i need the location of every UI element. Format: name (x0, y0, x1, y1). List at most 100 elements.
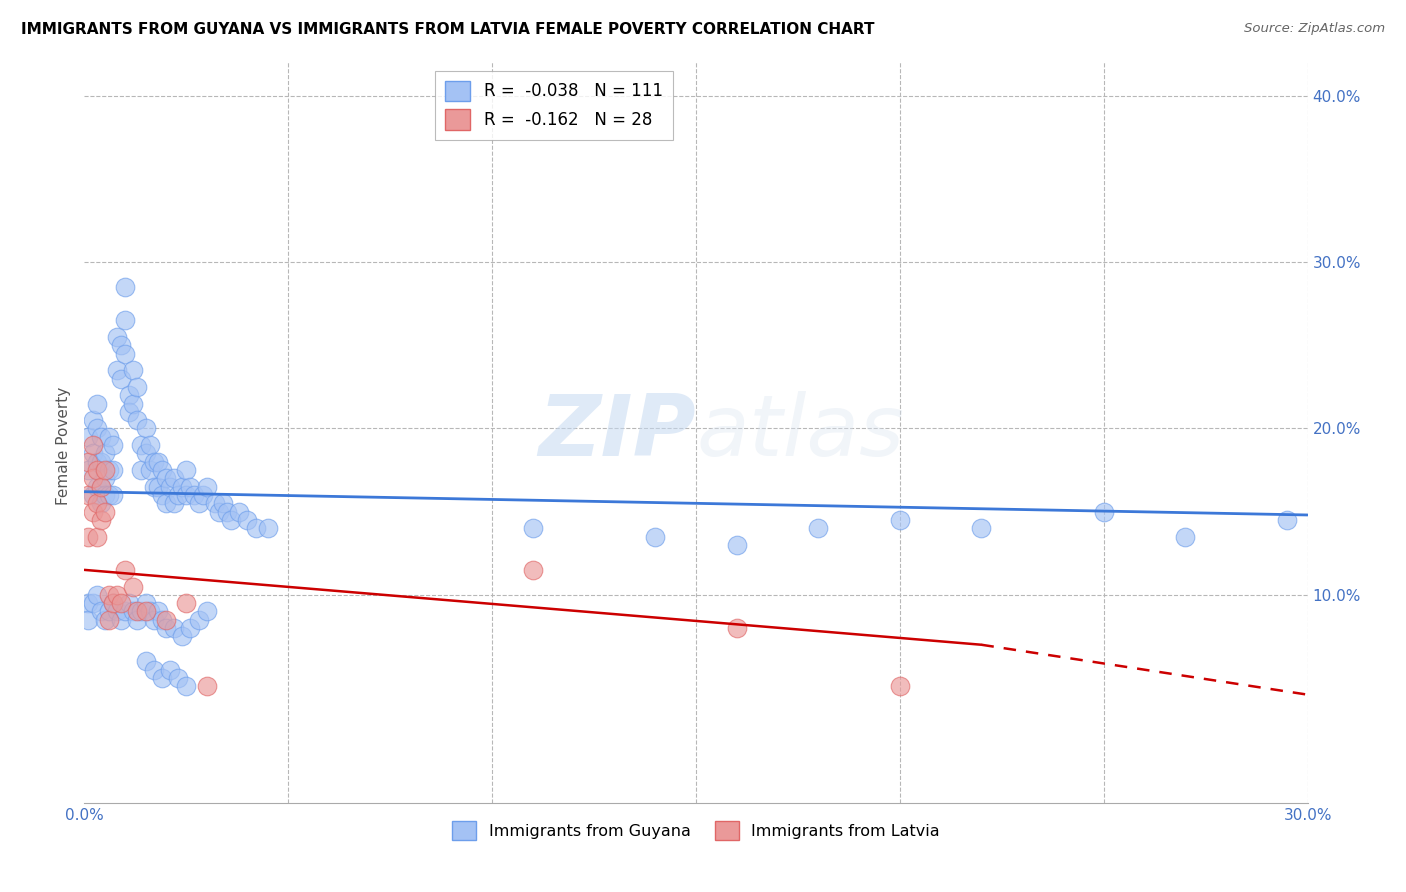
Point (90, 455, 112, 469)
Point (155, 621, 177, 635)
Point (174, 596, 197, 610)
Point (1092, 505, 1115, 519)
Point (155, 613, 177, 627)
Point (110, 371, 132, 385)
Point (122, 396, 145, 410)
Point (970, 521, 993, 535)
Point (179, 480, 201, 494)
Point (644, 530, 666, 544)
Point (86, 496, 108, 510)
Point (90, 480, 112, 494)
Point (122, 605, 145, 619)
Point (97, 588, 120, 602)
Point (138, 605, 160, 619)
Point (118, 405, 141, 419)
Point (105, 330, 128, 344)
Point (127, 613, 149, 627)
Point (105, 588, 128, 602)
Point (101, 596, 124, 610)
Point (146, 480, 169, 494)
Point (167, 488, 190, 502)
Point (101, 438, 124, 452)
Point (725, 621, 748, 635)
Point (86, 480, 108, 494)
Point (93, 463, 115, 477)
Point (236, 513, 259, 527)
Point (82, 471, 104, 485)
Point (82, 413, 104, 427)
Point (131, 463, 153, 477)
Point (122, 363, 145, 377)
Point (77, 613, 100, 627)
Point (93, 488, 115, 502)
Point (163, 496, 186, 510)
Point (131, 438, 153, 452)
Point (183, 488, 205, 502)
Point (1174, 530, 1197, 544)
Point (97, 430, 120, 444)
Point (122, 580, 145, 594)
Point (174, 679, 197, 693)
Point (138, 438, 160, 452)
Point (86, 463, 108, 477)
Point (93, 446, 115, 460)
Point (195, 480, 218, 494)
Point (150, 671, 173, 685)
Point (77, 430, 100, 444)
Point (77, 463, 100, 477)
Point (174, 463, 197, 477)
Point (135, 596, 157, 610)
Point (101, 488, 124, 502)
Point (93, 471, 115, 485)
Point (110, 613, 132, 627)
Point (135, 421, 157, 435)
Point (163, 621, 186, 635)
Point (82, 438, 104, 452)
Point (90, 513, 112, 527)
Point (77, 596, 100, 610)
Point (82, 488, 104, 502)
Point (77, 488, 100, 502)
Point (118, 596, 141, 610)
Point (86, 396, 108, 410)
Text: IMMIGRANTS FROM GUYANA VS IMMIGRANTS FROM LATVIA FEMALE POVERTY CORRELATION CHAR: IMMIGRANTS FROM GUYANA VS IMMIGRANTS FRO… (21, 22, 875, 37)
Point (150, 613, 173, 627)
Point (105, 605, 128, 619)
Point (155, 471, 177, 485)
Point (97, 488, 120, 502)
Point (114, 563, 136, 577)
Point (163, 471, 186, 485)
Point (135, 446, 157, 460)
Point (110, 596, 132, 610)
Point (114, 280, 136, 294)
Point (82, 446, 104, 460)
Point (150, 463, 173, 477)
Point (97, 605, 120, 619)
Point (208, 505, 231, 519)
Point (114, 346, 136, 360)
Point (86, 455, 108, 469)
Point (142, 663, 165, 677)
Point (135, 654, 157, 668)
Point (195, 679, 218, 693)
Point (138, 463, 160, 477)
Point (522, 521, 544, 535)
Text: Female Poverty: Female Poverty (56, 387, 70, 505)
Point (187, 613, 209, 627)
Point (172, 480, 194, 494)
Point (257, 521, 280, 535)
Point (97, 463, 120, 477)
Point (159, 480, 181, 494)
Point (212, 496, 235, 510)
Point (93, 613, 115, 627)
Point (86, 421, 108, 435)
Point (110, 338, 132, 352)
Point (86, 530, 108, 544)
Point (135, 605, 157, 619)
Point (522, 563, 544, 577)
Point (146, 455, 169, 469)
Point (179, 621, 201, 635)
Point (93, 505, 115, 519)
Point (90, 430, 112, 444)
Point (114, 605, 136, 619)
